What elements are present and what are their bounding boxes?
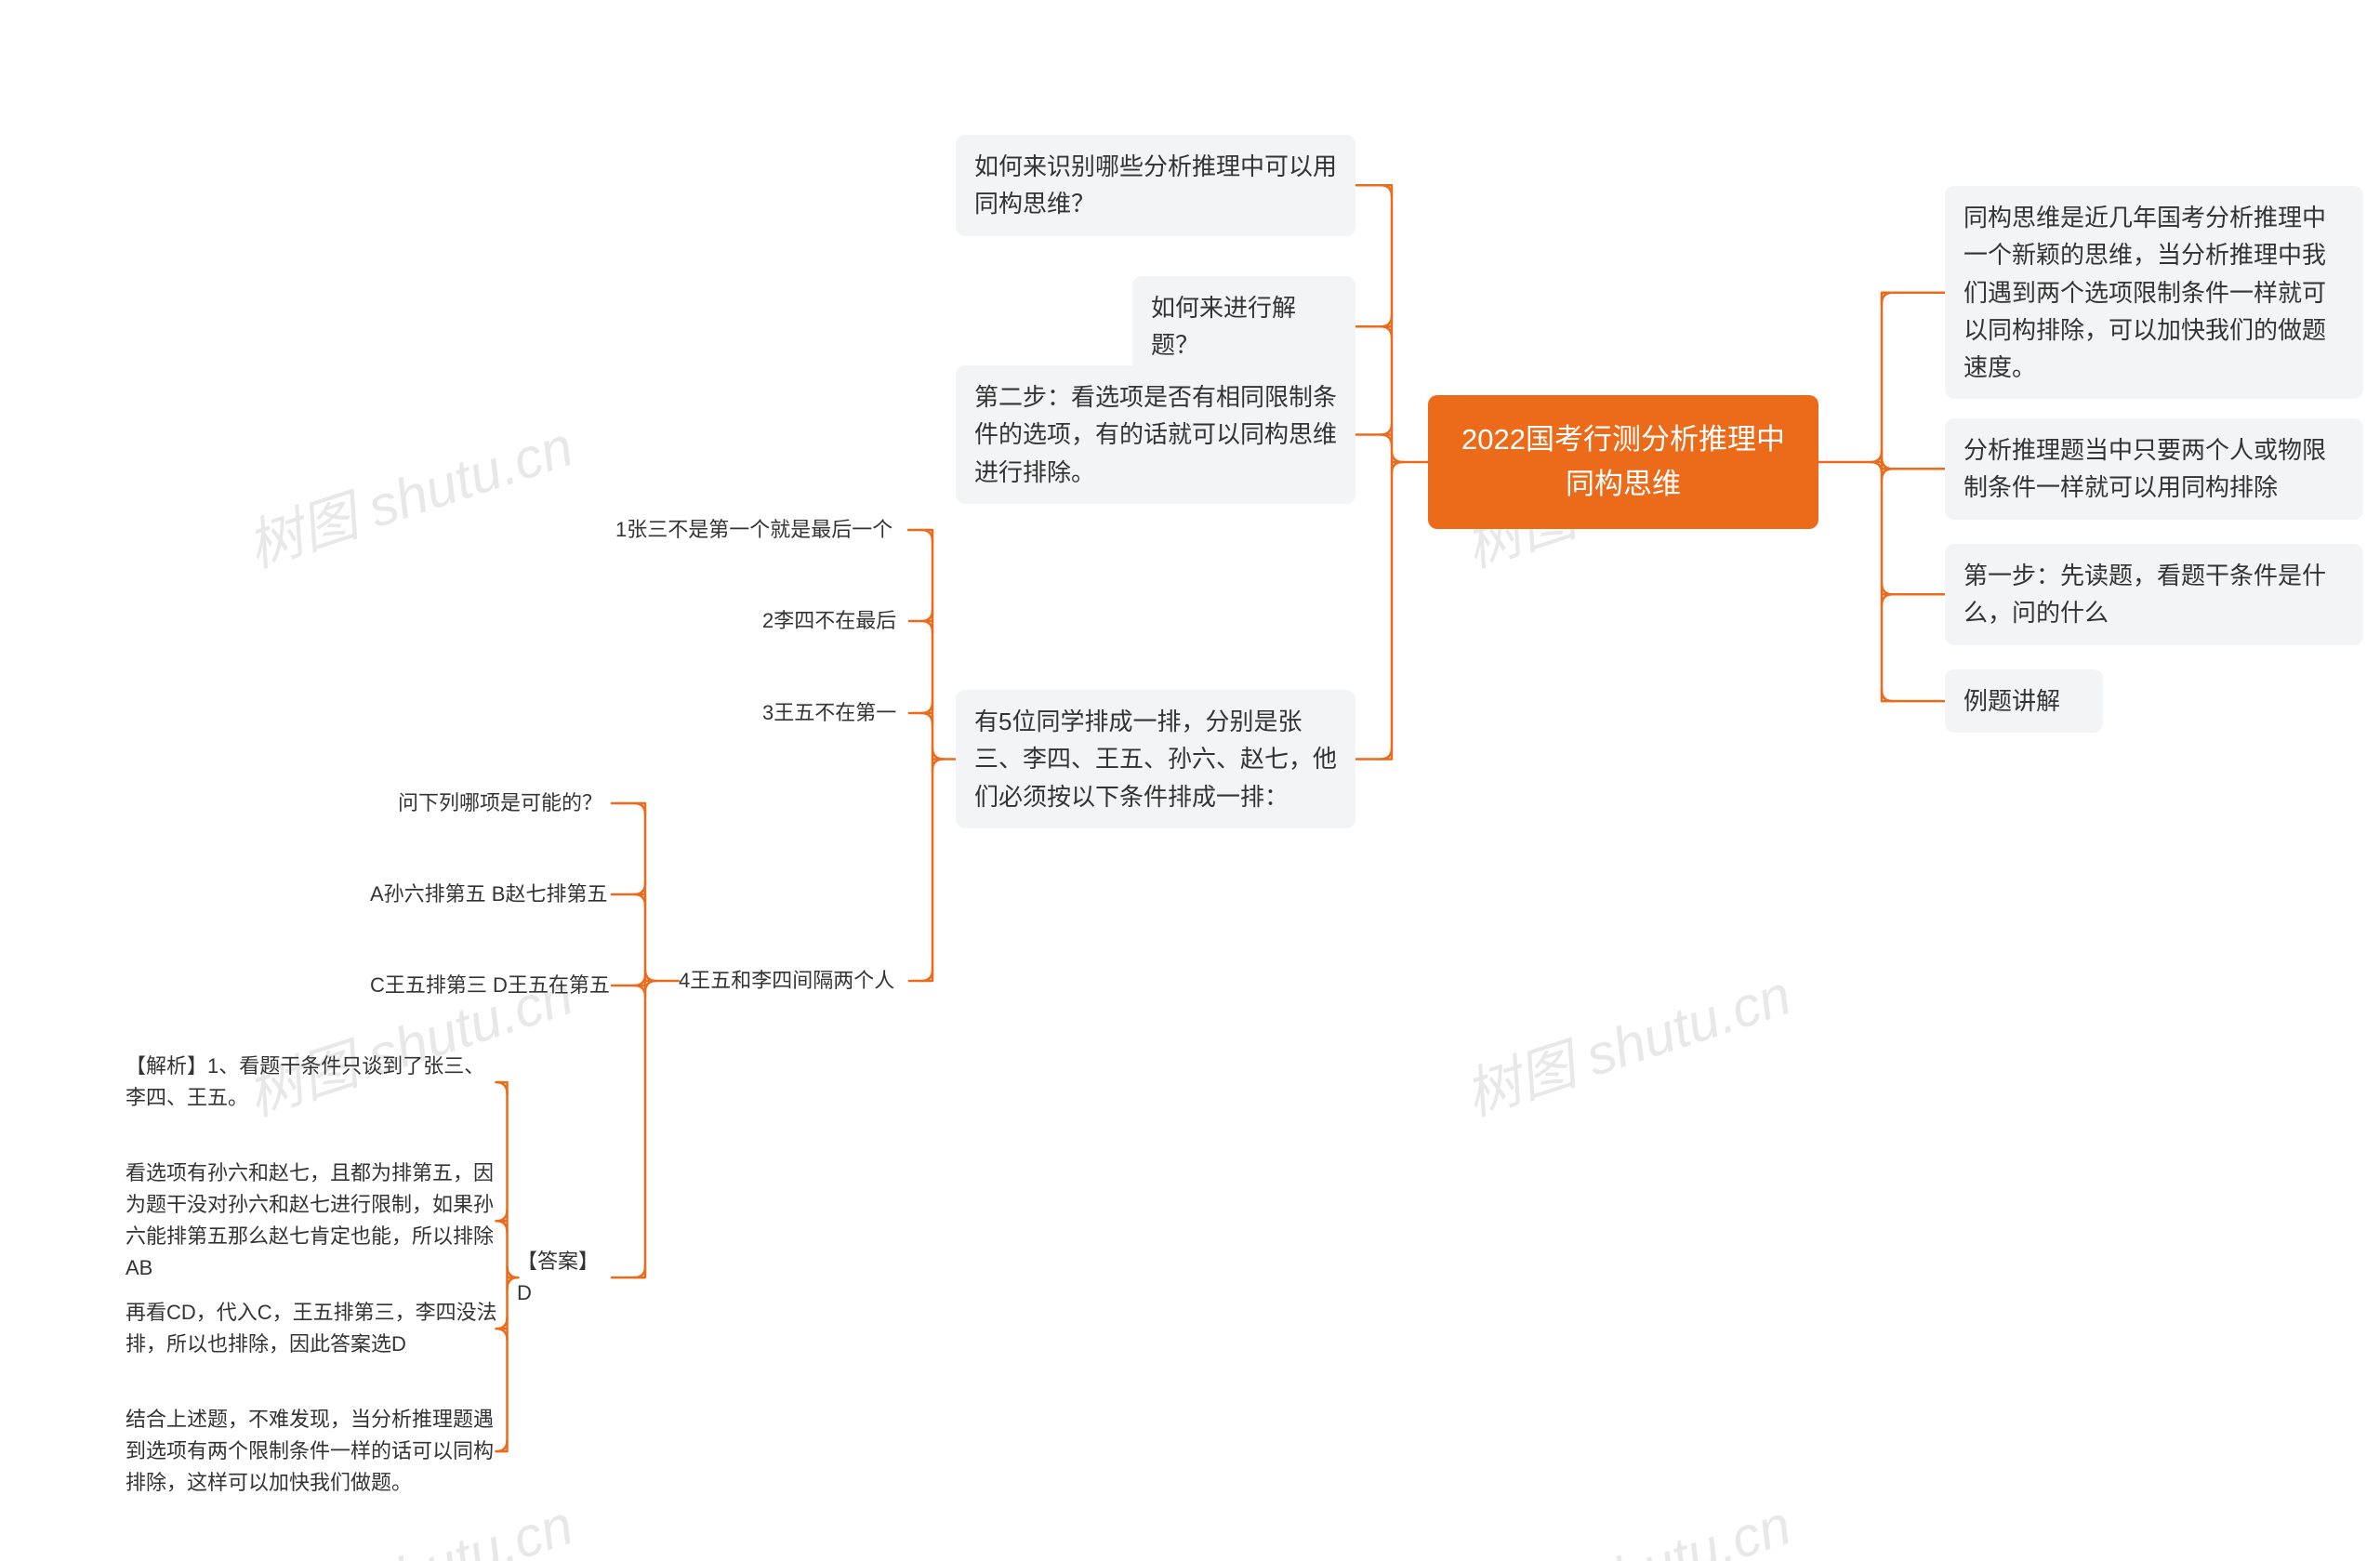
mindmap-node-a1[interactable]: 【解析】1、看题干条件只谈到了张三、李四、王五。 [126,1051,497,1114]
mindmap-node-l2[interactable]: 如何来进行解题？ [1132,276,1355,377]
mindmap-node-l4[interactable]: 有5位同学排成一排，分别是张三、李四、王五、孙六、赵七，他们必须按以下条件排成一… [956,690,1355,828]
connector-group [497,1082,517,1451]
connector-corner [496,1082,519,1451]
mindmap-node-l1[interactable]: 如何来识别哪些分析推理中可以用同构思维？ [956,135,1355,236]
mindmap-node-c4[interactable]: 4王五和李四间隔两个人 [679,965,909,997]
connector-group [612,803,679,1277]
mindmap-canvas: 树图 shutu.cn树图 shutu.cn树图 shutu.cn树图 shut… [0,0,2380,1561]
connector-corner [921,530,944,981]
connector-corner [1871,293,1893,701]
connector-corner [634,803,656,1277]
mindmap-node-c1[interactable]: 1张三不是第一个就是最后一个 [615,514,908,546]
mindmap-node-q4[interactable]: 【答案】D [517,1246,612,1309]
mindmap-node-l3[interactable]: 第二步：看选项是否有相同限制条件的选项，有的话就可以同构思维进行排除。 [956,365,1355,504]
watermark: 树图 shutu.cn [1453,1480,1800,1561]
mindmap-node-c3[interactable]: 3王五不在第一 [762,697,909,729]
mindmap-node-r2[interactable]: 分析推理题当中只要两个人或物限制条件一样就可以用同构排除 [1945,418,2363,520]
watermark: 树图 shutu.cn [1453,950,1800,1131]
mindmap-node-q1[interactable]: 问下列哪项是可能的？ [398,787,612,819]
mindmap-node-a2[interactable]: 看选项有孙六和赵七，且都为排第五，因为题干没对孙六和赵七进行限制，如果孙六能排第… [126,1158,497,1284]
mindmap-node-q3[interactable]: C王五排第三 D王五在第五 [370,970,612,1001]
connector-group [1355,185,1428,759]
mindmap-node-r1[interactable]: 同构思维是近几年国考分析推理中一个新颖的思维，当分析推理中我们遇到两个选项限制条… [1945,186,2363,399]
connector-group [908,530,956,981]
mindmap-node-c2[interactable]: 2李四不在最后 [762,605,909,637]
connector-corner [1381,185,1403,759]
mindmap-node-a3[interactable]: 再看CD，代入C，王五排第三，李四没法排，所以也排除，因此答案选D [126,1297,497,1360]
mindmap-node-q2[interactable]: A孙六排第五 B赵七排第五 [370,879,612,910]
mindmap-node-r3[interactable]: 第一步：先读题，看题干条件是什么，问的什么 [1945,544,2363,645]
mindmap-node-r4[interactable]: 例题讲解 [1945,669,2103,733]
watermark: 树图 shutu.cn [235,402,582,583]
mindmap-node-a4[interactable]: 结合上述题，不难发现，当分析推理题遇到选项有两个限制条件一样的话可以同构排除，这… [126,1404,497,1499]
connector-group [1818,293,1945,701]
mindmap-node-root[interactable]: 2022国考行测分析推理中同构思维 [1428,395,1818,529]
